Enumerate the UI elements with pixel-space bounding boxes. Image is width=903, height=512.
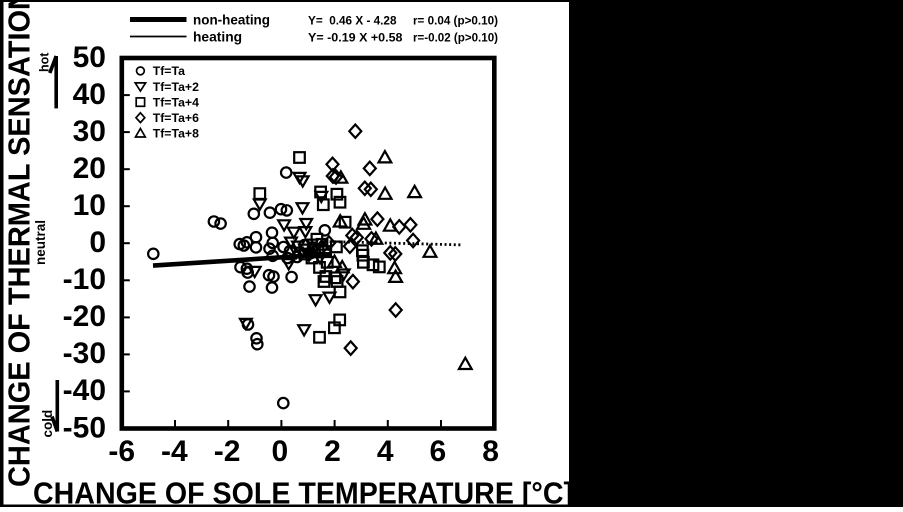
svg-text:non-heating: non-heating xyxy=(193,12,270,27)
svg-text:-10: -10 xyxy=(63,263,106,296)
svg-text:20: 20 xyxy=(73,152,106,185)
svg-text:50: 50 xyxy=(73,41,106,74)
svg-text:0: 0 xyxy=(89,226,106,259)
svg-text:40: 40 xyxy=(73,78,106,111)
svg-text:r=-0.02 (p>0.10): r=-0.02 (p>0.10) xyxy=(413,30,498,44)
svg-text:-4: -4 xyxy=(161,435,188,468)
svg-text:Tf=Ta+2: Tf=Ta+2 xyxy=(153,80,199,94)
svg-text:4: 4 xyxy=(377,435,394,468)
svg-text:CHANGE OF THERMAL SENSATION: CHANGE OF THERMAL SENSATION xyxy=(2,0,37,487)
svg-text:2: 2 xyxy=(324,435,341,468)
svg-text:-6: -6 xyxy=(108,435,135,468)
svg-text:heating: heating xyxy=(193,29,242,44)
svg-text:-20: -20 xyxy=(63,300,106,333)
svg-text:Y= 0.46 X - 4.28: Y= 0.46 X - 4.28 xyxy=(308,13,397,27)
svg-text:10: 10 xyxy=(73,189,106,222)
svg-text:hot: hot xyxy=(38,52,52,72)
svg-text:Tf=Ta: Tf=Ta xyxy=(153,64,185,78)
svg-text:6: 6 xyxy=(430,435,447,468)
svg-text:Tf=Ta+8: Tf=Ta+8 xyxy=(153,127,199,141)
svg-text:-50: -50 xyxy=(63,411,106,444)
svg-text:r= 0.04 (p>0.10): r= 0.04 (p>0.10) xyxy=(413,13,498,27)
svg-text:-2: -2 xyxy=(214,435,241,468)
svg-text:30: 30 xyxy=(73,115,106,148)
svg-text:cold: cold xyxy=(40,410,55,438)
svg-text:neutral: neutral xyxy=(33,220,48,265)
svg-text:-40: -40 xyxy=(63,374,106,407)
svg-text:Tf=Ta+4: Tf=Ta+4 xyxy=(153,95,199,109)
svg-text:CHANGE OF SOLE TEMPERATURE [°C: CHANGE OF SOLE TEMPERATURE [°C] xyxy=(33,476,573,508)
svg-text:-30: -30 xyxy=(63,337,106,370)
svg-text:Y= -0.19 X +0.58: Y= -0.19 X +0.58 xyxy=(308,30,403,44)
svg-text:0: 0 xyxy=(271,435,288,468)
svg-text:Tf=Ta+6: Tf=Ta+6 xyxy=(153,111,199,125)
svg-text:8: 8 xyxy=(482,435,499,468)
